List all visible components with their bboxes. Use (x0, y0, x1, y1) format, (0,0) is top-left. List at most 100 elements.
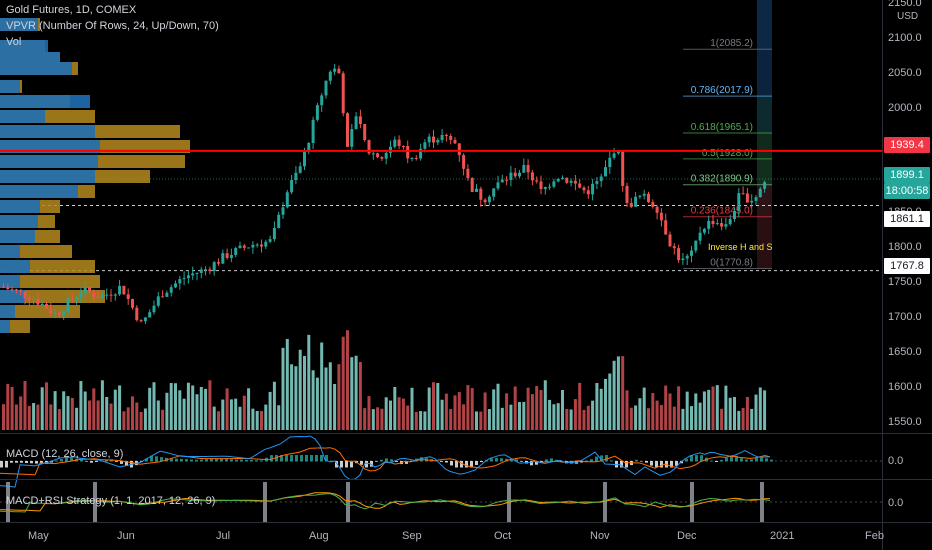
macd-histogram-bar (470, 461, 473, 468)
volume-bar (604, 378, 607, 430)
volume-bar (659, 405, 663, 430)
candle-body (651, 202, 655, 207)
pane-separator-time (0, 522, 932, 523)
volume-bar (45, 382, 48, 430)
macd-histogram-bar (465, 461, 468, 468)
fib-zone (757, 96, 772, 133)
vpvr-legend[interactable]: VPVR (Number Of Rows, 24, Up/Down, 70) (6, 20, 219, 32)
macd-histogram-bar (235, 459, 238, 462)
macd-histogram-bar (225, 459, 228, 462)
macd-histogram-bar (290, 455, 293, 462)
volume-bar (251, 408, 255, 430)
candle-body (57, 312, 61, 316)
candle-body (672, 246, 676, 249)
volume-bar (483, 392, 487, 430)
time-tick-label: 2021 (770, 530, 795, 542)
macd-histogram-bar (730, 456, 733, 462)
vpvr-bar-up (0, 305, 15, 318)
candle-body (208, 269, 212, 272)
time-tick-label: Feb (865, 530, 884, 542)
macd-histogram-bar (125, 461, 128, 466)
volume-bar (148, 387, 152, 430)
macd-histogram-bar (310, 455, 313, 462)
fib-level-label: 0.786(2017.9) (691, 85, 753, 96)
volume-bar (122, 411, 126, 430)
vpvr-bar-up (0, 230, 35, 243)
candle-body (88, 287, 91, 293)
macd-histogram-bar (760, 457, 763, 462)
volume-legend[interactable]: Vol (6, 36, 22, 48)
strategy-line-green (0, 493, 771, 513)
macd-histogram-bar (345, 461, 348, 468)
candle-body (569, 180, 573, 183)
vpvr-bar-down (0, 275, 100, 288)
volume-bar (126, 407, 130, 430)
strategy-signal-bar (6, 482, 10, 522)
candle-body (238, 245, 242, 249)
macd-histogram-bar (655, 461, 658, 468)
volume-bar (513, 386, 517, 430)
macd-histogram-bar (250, 459, 253, 462)
volume-bar (453, 395, 457, 430)
candle-body (677, 248, 681, 261)
macd-histogram-bar (115, 461, 118, 462)
volume-bar (745, 396, 749, 430)
vpvr-bar-up (0, 215, 38, 228)
candle-body (621, 151, 625, 186)
volume-bar (70, 397, 74, 430)
macd-histogram-bar (230, 459, 233, 462)
strategy-signal-bar (346, 482, 350, 522)
volume-bar (406, 405, 410, 430)
volume-bar (595, 382, 599, 430)
candle-body (552, 181, 556, 187)
strategy-legend[interactable]: MACD+RSI Strategy (1, 1, 2017, 12, 26, 9… (6, 495, 216, 507)
candle-body (27, 297, 31, 300)
volume-bar (612, 360, 616, 430)
volume-bar (109, 403, 113, 430)
macd-histogram-bar (215, 458, 218, 462)
pane-separator-strategy[interactable] (0, 479, 932, 480)
pattern-annotation: Inverse H and S (708, 242, 773, 252)
volume-bar (182, 398, 186, 430)
candle-body (745, 193, 749, 203)
candle-body (664, 220, 668, 235)
macd-histogram-bar (120, 461, 123, 464)
macd-histogram-bar (700, 455, 703, 462)
volume-bar (449, 409, 453, 430)
macd-histogram-bar (0, 461, 3, 468)
volume-bar (440, 399, 444, 430)
symbol-legend[interactable]: Gold Futures, 1D, COMEX (6, 4, 137, 16)
candle-body (681, 258, 685, 261)
candle-body (591, 183, 595, 195)
volume-bar (599, 388, 603, 430)
macd-legend[interactable]: MACD (12, 26, close, 9) (6, 448, 124, 460)
volume-bar (131, 396, 134, 430)
candle-body (333, 68, 337, 72)
fib-level-label: 0(1770.8) (710, 257, 753, 268)
volume-bar (677, 386, 681, 430)
candle-body (466, 168, 470, 179)
macd-histogram-bar (305, 455, 308, 462)
volume-bar (337, 364, 341, 430)
volume-bar (294, 366, 298, 430)
volume-bar (169, 383, 173, 430)
pane-separator-macd[interactable] (0, 433, 932, 434)
macd-histogram-bar (320, 455, 323, 462)
candle-body (363, 124, 367, 141)
candle-body (754, 197, 758, 201)
candle-body (204, 269, 208, 271)
candle-body (182, 278, 186, 280)
volume-bar (49, 404, 53, 430)
candle-body (711, 220, 715, 225)
volume-bar (702, 391, 706, 430)
candle-body (389, 146, 392, 153)
candle-body (40, 303, 44, 305)
volume-bar (711, 386, 715, 430)
candle-body (616, 151, 620, 154)
candle-body (6, 287, 10, 290)
candle-body (221, 253, 225, 264)
candle-body (655, 206, 659, 213)
volume-bar (565, 408, 569, 430)
